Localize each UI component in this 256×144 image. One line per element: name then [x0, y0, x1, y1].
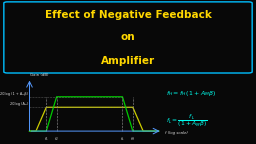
Text: Amplifier: Amplifier [101, 56, 155, 66]
Text: Gain (dB): Gain (dB) [30, 73, 49, 77]
Text: $f_2$: $f_2$ [54, 136, 59, 143]
Text: 20log (1 + Aₘβ): 20log (1 + Aₘβ) [1, 92, 28, 96]
Text: Effect of Negative Feedback: Effect of Negative Feedback [45, 10, 211, 20]
Text: $f_L$: $f_L$ [120, 136, 125, 143]
Text: 20log (Aₘ): 20log (Aₘ) [10, 102, 28, 106]
Text: $f_L = \dfrac{f_L}{(1 + A_M\beta)}$: $f_L = \dfrac{f_L}{(1 + A_M\beta)}$ [166, 114, 208, 129]
Text: on: on [121, 32, 135, 42]
Text: $f_H$: $f_H$ [130, 136, 135, 143]
Text: $f_H = f_H\,(1 + A_M\beta)$: $f_H = f_H\,(1 + A_M\beta)$ [166, 89, 216, 97]
Text: $f_1$: $f_1$ [44, 136, 49, 143]
Text: f (log scale): f (log scale) [165, 131, 188, 136]
